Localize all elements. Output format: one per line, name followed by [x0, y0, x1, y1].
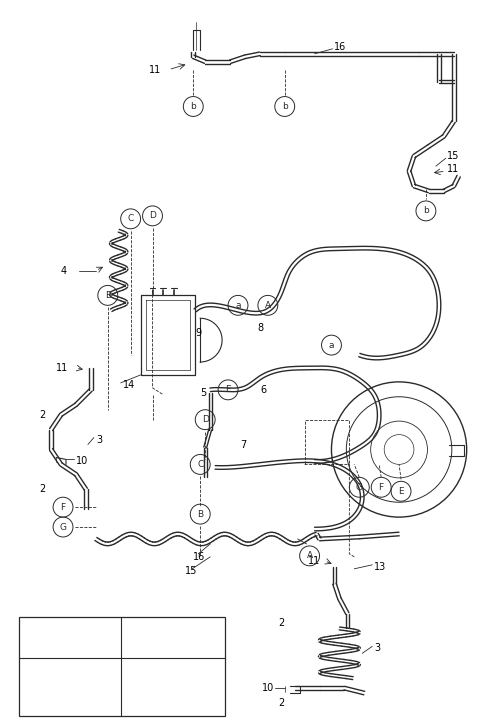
Text: F: F — [60, 502, 66, 512]
Text: A: A — [307, 552, 312, 560]
Text: 3: 3 — [96, 434, 102, 444]
Text: 15: 15 — [447, 152, 459, 161]
Text: 15: 15 — [185, 566, 198, 576]
Text: 4: 4 — [61, 265, 67, 276]
Text: 1: 1 — [129, 674, 135, 683]
Text: 5: 5 — [200, 388, 206, 398]
Text: 17: 17 — [175, 661, 188, 671]
Text: 11: 11 — [308, 556, 320, 566]
FancyBboxPatch shape — [19, 616, 225, 716]
Text: 2: 2 — [39, 484, 46, 494]
Text: 3: 3 — [374, 643, 380, 653]
Text: E: E — [398, 486, 404, 496]
Text: A: A — [265, 301, 271, 310]
Text: a: a — [36, 632, 42, 641]
Text: G: G — [356, 483, 363, 492]
Text: 10: 10 — [262, 683, 274, 693]
Text: 2: 2 — [278, 698, 284, 708]
Text: C: C — [197, 460, 204, 469]
Text: B: B — [105, 291, 111, 300]
Text: b: b — [136, 632, 142, 641]
Text: 11: 11 — [148, 65, 161, 75]
Text: 9: 9 — [195, 328, 202, 338]
Text: C: C — [128, 215, 134, 223]
Text: D: D — [149, 212, 156, 220]
Text: D: D — [202, 415, 209, 424]
Text: 8: 8 — [257, 323, 263, 334]
Text: 2: 2 — [278, 618, 284, 629]
Text: a: a — [329, 341, 334, 349]
Text: 11: 11 — [447, 164, 459, 174]
Text: 6: 6 — [260, 385, 266, 395]
Text: 14: 14 — [123, 380, 135, 390]
Text: 12: 12 — [66, 631, 81, 642]
Text: b: b — [423, 207, 429, 215]
Text: B: B — [197, 510, 204, 518]
Text: F: F — [379, 483, 384, 492]
Text: a: a — [235, 301, 241, 310]
Text: b: b — [191, 102, 196, 111]
Text: b: b — [282, 102, 288, 111]
Text: E: E — [225, 386, 231, 394]
Text: 10: 10 — [76, 457, 88, 466]
Text: G: G — [60, 523, 67, 531]
Text: 2: 2 — [39, 410, 46, 420]
Text: 16: 16 — [335, 42, 347, 51]
Text: 7: 7 — [240, 439, 246, 450]
Text: 13: 13 — [374, 562, 386, 572]
Text: 11: 11 — [56, 363, 68, 373]
Text: 16: 16 — [193, 552, 205, 562]
